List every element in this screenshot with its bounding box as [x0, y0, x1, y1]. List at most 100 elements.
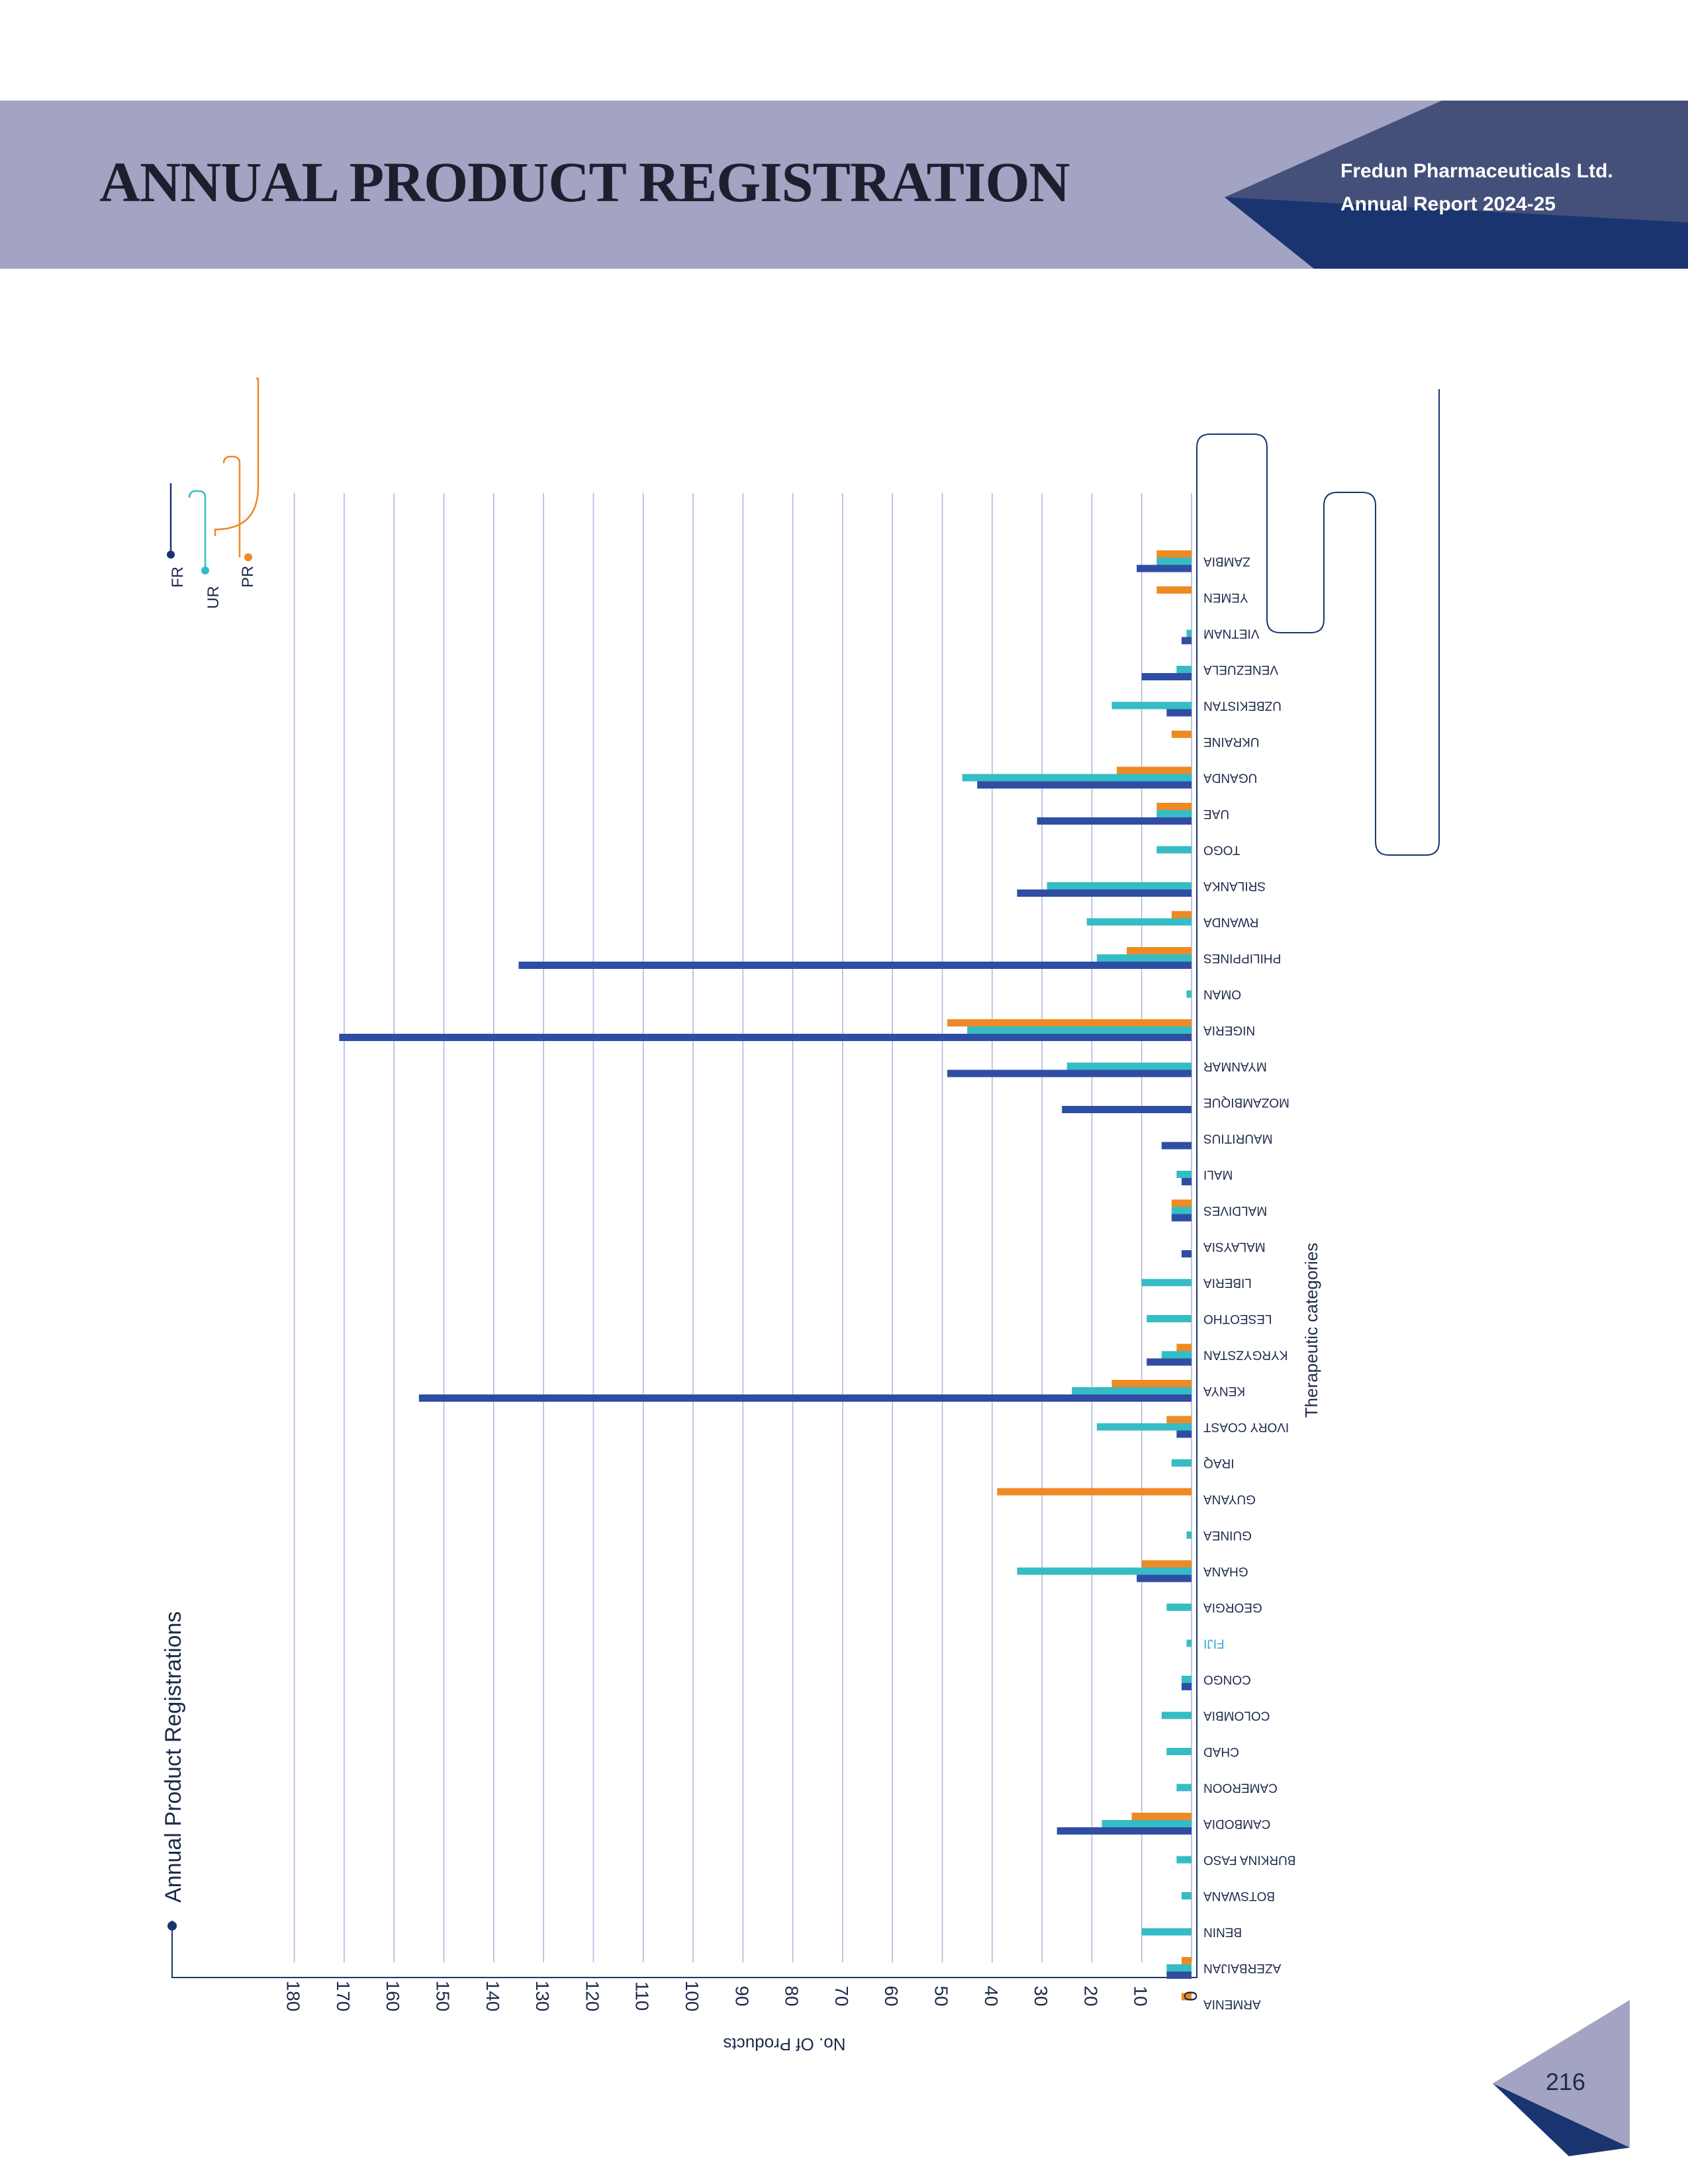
legend-label-fr: FR: [169, 567, 187, 588]
category-label: RWANDA: [1203, 915, 1259, 929]
bar-ur: [1086, 918, 1192, 926]
bar-ur: [1181, 1892, 1192, 1899]
category-label: LESEOTHO: [1203, 1312, 1272, 1326]
page-title: ANNUAL PRODUCT REGISTRATION: [99, 150, 1070, 214]
x-tick-label: 30: [1031, 1985, 1051, 2006]
bar-ur: [1017, 1567, 1192, 1575]
x-tick-label: 70: [831, 1985, 852, 2006]
category-label: CHAD: [1203, 1745, 1239, 1758]
category-label: SRILANKA: [1203, 879, 1266, 893]
bar-ur: [1156, 846, 1192, 854]
category-label: PHILIPPINES: [1203, 951, 1281, 965]
bar-fr: [1056, 1827, 1192, 1835]
bar-ur: [1181, 1676, 1192, 1683]
bar-ur: [1047, 882, 1192, 889]
bar-ur: [1161, 1711, 1192, 1719]
bar-pr: [1111, 1380, 1192, 1387]
bar-ur: [1186, 990, 1192, 998]
chart-grid: [293, 493, 1192, 1962]
bar-ur: [1176, 1171, 1192, 1178]
bar-pr: [1156, 803, 1192, 810]
legend-ribbon-pr-loop: [222, 455, 241, 557]
bar-ur: [1161, 1351, 1192, 1359]
bar-fr: [1166, 1972, 1192, 1979]
category-label: LIBERIA: [1203, 1276, 1252, 1290]
x-tick-label: 180: [283, 1981, 304, 2012]
bar-pr: [1171, 731, 1192, 738]
y-axis-label: Therapeutic categories: [1301, 1243, 1321, 1418]
bar-fr: [977, 781, 1192, 789]
header-arrow-shadow: [1225, 197, 1688, 269]
bar-fr: [1171, 1214, 1192, 1222]
x-tick-label: 170: [333, 1981, 353, 2012]
category-label: CAMBODIA: [1203, 1817, 1271, 1831]
bar-ur: [1171, 1206, 1192, 1214]
category-label: MALAYSIA: [1203, 1240, 1266, 1253]
bar-fr: [339, 1034, 1192, 1041]
bar-fr: [1181, 1683, 1192, 1690]
bar-fr: [1147, 1358, 1192, 1366]
bar-ur: [1096, 1423, 1192, 1431]
legend-dot-fr: [167, 551, 175, 559]
x-tick-label: 140: [483, 1981, 503, 2012]
x-tick-label: 40: [981, 1985, 1002, 2006]
bar-ur: [1166, 1604, 1192, 1611]
category-label: UKRAINE: [1203, 735, 1259, 749]
category-label: IRAQ: [1203, 1456, 1234, 1470]
x-tick-label: 0: [1180, 1991, 1201, 2001]
bar-fr: [1176, 1430, 1192, 1438]
category-label: UGANDA: [1203, 771, 1258, 785]
x-tick-label: 10: [1131, 1985, 1151, 2006]
company-name: Fredun Pharmaceuticals Ltd.: [1340, 160, 1613, 182]
x-tick-label: 150: [433, 1981, 453, 2012]
bar-ur: [1176, 1784, 1192, 1792]
bar-ur: [1171, 1459, 1192, 1467]
category-label: GUYANA: [1203, 1492, 1256, 1506]
chart-title: Annual Product Registrations: [161, 1612, 186, 1903]
x-tick-label: 60: [881, 1985, 902, 2006]
bar-ur: [1141, 1279, 1192, 1287]
x-tick-label: 50: [931, 1985, 952, 2006]
category-label: MOZAMBIQUE: [1203, 1095, 1289, 1109]
bar-pr: [1166, 1416, 1192, 1424]
bar-fr: [1037, 817, 1192, 825]
bar-pr: [1127, 947, 1192, 954]
category-label: GHANA: [1203, 1565, 1248, 1578]
bar-pr: [1181, 1993, 1192, 2001]
bar-ur: [1176, 666, 1192, 673]
category-label: ZAMBIA: [1203, 555, 1250, 569]
x-tick-label: 90: [731, 1985, 752, 2006]
bar-ur: [1066, 1062, 1192, 1070]
bar-fr: [1137, 565, 1192, 572]
bar-pr: [1181, 1957, 1192, 1964]
bar-fr: [1017, 889, 1192, 897]
legend-label-pr: PR: [239, 566, 257, 588]
bar-ur: [1166, 1748, 1192, 1755]
category-label: TOGO: [1203, 843, 1241, 857]
bar-ur: [1102, 1820, 1192, 1827]
bar-ur: [1096, 954, 1192, 962]
category-label: ARMENIA: [1203, 1997, 1261, 2011]
bar-fr: [1181, 1178, 1192, 1185]
bar-fr: [1141, 673, 1192, 680]
category-label: UZBEKISTAN: [1203, 699, 1282, 713]
category-label: AZERBAIJAN: [1203, 1961, 1281, 1975]
category-label: BOTSWANA: [1203, 1889, 1275, 1903]
axis-frame-dot: [167, 1921, 177, 1931]
legend-label-ur: UR: [205, 586, 222, 609]
category-label: BENIN: [1203, 1925, 1242, 1939]
bar-pr: [1171, 1199, 1192, 1207]
legend-ribbon-pr: [214, 377, 259, 536]
x-axis-label: No. Of Products: [724, 2034, 846, 2054]
bar-fr: [1181, 1250, 1192, 1257]
x-tick-label: 130: [532, 1981, 553, 2012]
category-label: MYANMAR: [1203, 1060, 1267, 1073]
category-label: VIETNAM: [1203, 627, 1259, 641]
category-label: CONGO: [1203, 1672, 1251, 1686]
bar-fr: [518, 962, 1192, 969]
legend: FR UR PR: [167, 551, 257, 609]
bar-fr: [1181, 637, 1192, 645]
bar-ur: [1166, 1964, 1192, 1972]
category-label: GEORGIA: [1203, 1600, 1262, 1614]
